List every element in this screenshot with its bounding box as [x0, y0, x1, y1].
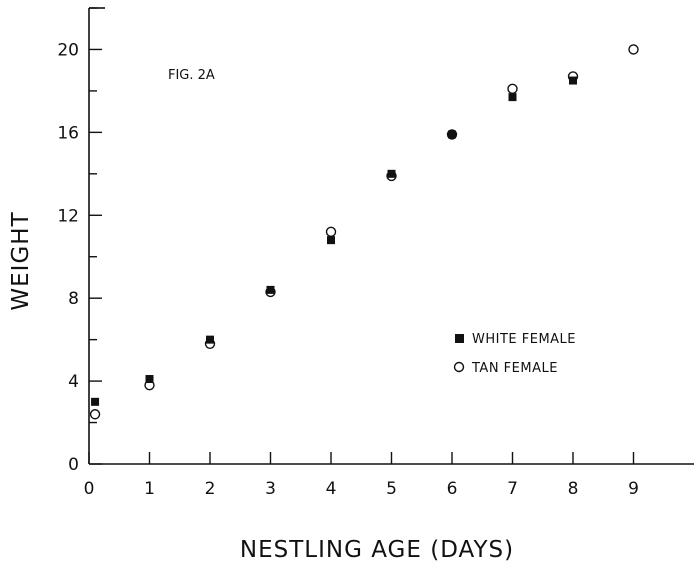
point-white-female [327, 236, 335, 245]
point-tan-female [507, 83, 518, 95]
point-tan-female [446, 129, 458, 140]
x-tick-label: 2 [205, 479, 216, 499]
y-tick-label: 0 [68, 455, 79, 475]
x-tick-label: 5 [386, 479, 397, 499]
x-axis-title: NESTLING AGE (DAYS) [240, 537, 514, 563]
legend-marker-white-female [455, 334, 464, 343]
legend: WHITE FEMALE TAN FEMALE [453, 332, 576, 376]
x-tick-label: 8 [568, 479, 579, 499]
point-tan-female [204, 338, 216, 349]
point-tan-female [628, 44, 639, 55]
x-axis-ticks: 0 1 2 3 4 5 6 7 8 9 [84, 452, 639, 499]
y-axis-title: WEIGHT [8, 211, 34, 310]
x-tick-label: 0 [84, 479, 95, 499]
point-white-female [145, 375, 154, 384]
y-tick-label: 16 [57, 123, 79, 143]
y-tick-label: 20 [57, 40, 79, 60]
y-tick-label: 12 [57, 206, 79, 226]
point-tan-female [325, 226, 337, 238]
point-white-female [387, 169, 396, 178]
point-white-female [91, 397, 100, 406]
x-tick-label: 6 [447, 479, 458, 499]
x-tick-label: 7 [507, 479, 518, 499]
data-points [89, 44, 639, 420]
legend-label-tan-female: TAN FEMALE [471, 361, 558, 376]
point-white-female [448, 130, 456, 139]
y-tick-label: 4 [68, 372, 79, 392]
figure-annotation: FIG. 2A [168, 68, 215, 83]
point-tan-female [265, 286, 276, 298]
point-white-female [508, 93, 517, 102]
legend-label-white-female: WHITE FEMALE [472, 332, 576, 347]
x-tick-label: 9 [628, 479, 639, 499]
point-tan-female [386, 170, 397, 182]
y-axis-ticks: 0 4 8 12 16 20 [57, 7, 102, 475]
point-tan-female [144, 380, 155, 391]
legend-marker-tan-female [453, 361, 465, 373]
x-tick-label: 1 [144, 479, 155, 499]
point-tan-female [567, 71, 579, 82]
point-white-female [266, 285, 275, 294]
x-tick-label: 3 [265, 479, 276, 499]
x-tick-label: 4 [326, 479, 337, 499]
y-tick-label: 8 [68, 289, 79, 309]
point-tan-female [89, 409, 101, 420]
